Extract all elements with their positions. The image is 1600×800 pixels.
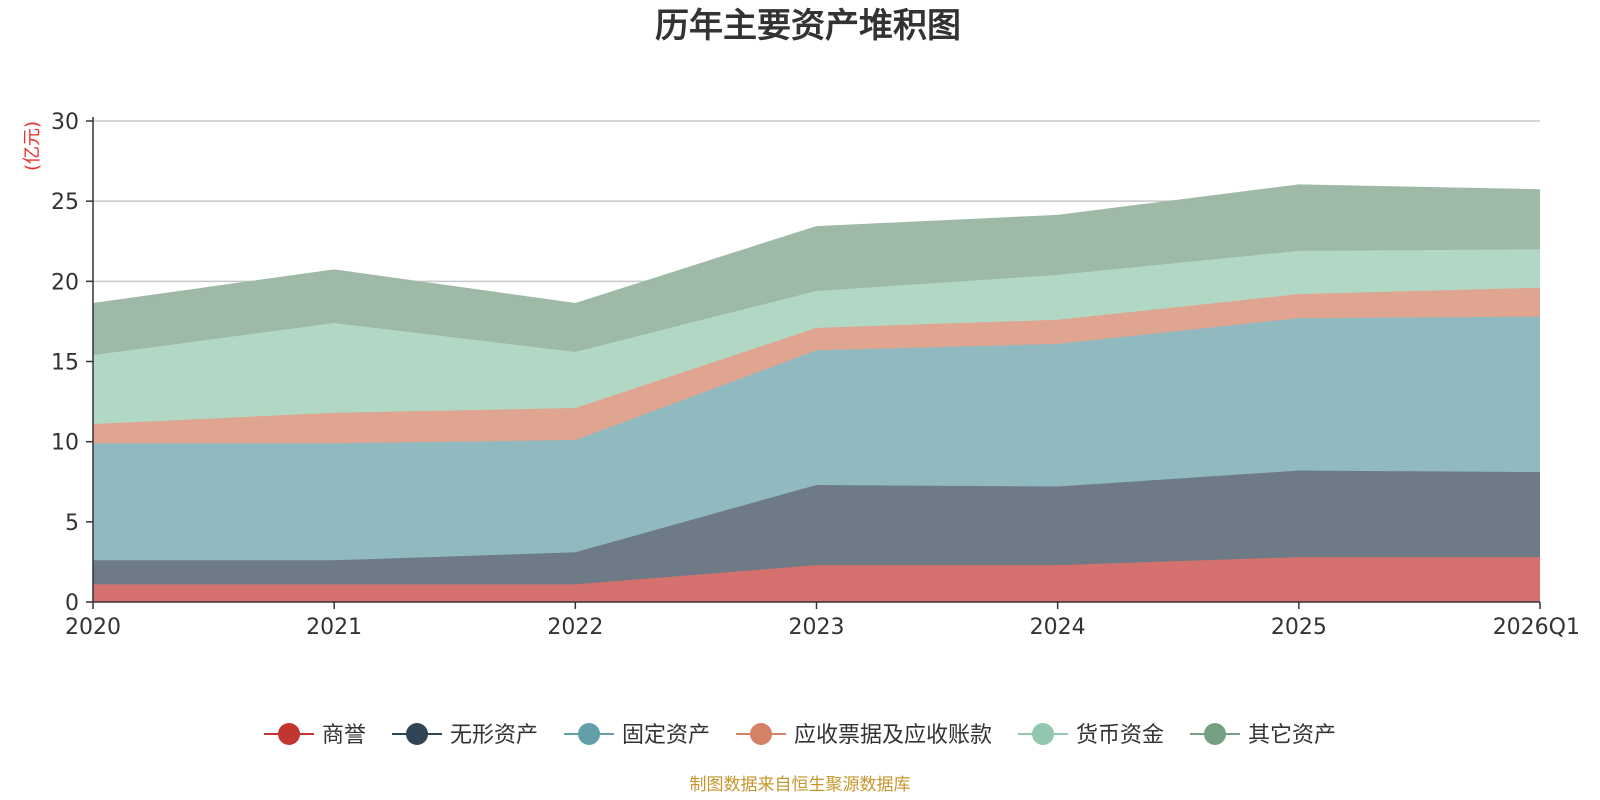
y-tick-label: 20 xyxy=(51,270,79,295)
source-note: 制图数据来自恒生聚源数据库 xyxy=(690,775,911,795)
area-series-group xyxy=(92,184,1541,602)
legend[interactable]: 商誉 无形资产 固定资产 应收票据及应收账款 货币资金 其它资产 xyxy=(264,723,1336,748)
x-tick-label: 2022 xyxy=(547,615,603,640)
legend-label: 固定资产 xyxy=(622,723,710,748)
x-tick-label: 2020 xyxy=(65,615,121,640)
y-tick-label: 15 xyxy=(51,351,79,376)
y-tick-label: 10 xyxy=(51,431,79,456)
legend-label: 无形资产 xyxy=(450,723,538,748)
area-series-4[interactable] xyxy=(93,287,1540,444)
x-tick-label: 2024 xyxy=(1030,615,1086,640)
legend-circle-icon xyxy=(406,723,428,745)
area-series-3[interactable] xyxy=(93,316,1540,561)
legend-item-5[interactable]: 货币资金 xyxy=(1018,723,1164,748)
legend-item-1[interactable]: 商誉 xyxy=(264,723,366,748)
legend-item-3[interactable]: 固定资产 xyxy=(564,723,710,748)
area-series-6-edge xyxy=(92,184,1541,305)
legend-label: 商誉 xyxy=(322,723,366,748)
legend-circle-icon xyxy=(578,723,600,745)
legend-item-2[interactable]: 无形资产 xyxy=(392,723,538,748)
x-tick-label: 2025 xyxy=(1271,615,1327,640)
x-tick-label: 2021 xyxy=(306,615,362,640)
legend-circle-icon xyxy=(1032,723,1054,745)
area-series-5[interactable] xyxy=(93,249,1540,425)
legend-label: 其它资产 xyxy=(1248,723,1336,748)
area-series-1[interactable] xyxy=(93,557,1540,602)
legend-label: 应收票据及应收账款 xyxy=(794,723,992,748)
legend-circle-icon xyxy=(278,723,300,745)
chart-title: 历年主要资产堆积图 xyxy=(655,6,961,46)
y-tick-label: 25 xyxy=(51,190,79,215)
legend-item-4[interactable]: 应收票据及应收账款 xyxy=(736,723,992,748)
legend-circle-icon xyxy=(1204,723,1226,745)
y-tick-label: 0 xyxy=(65,591,79,616)
y-tick-label: 30 xyxy=(51,110,79,135)
area-series-2[interactable] xyxy=(93,470,1540,585)
legend-label: 货币资金 xyxy=(1076,723,1164,748)
legend-circle-icon xyxy=(750,723,772,745)
legend-item-6[interactable]: 其它资产 xyxy=(1190,723,1336,748)
x-tick-label: 2023 xyxy=(789,615,845,640)
area-series-6[interactable] xyxy=(93,185,1540,356)
y-axis-unit-label: (亿元) xyxy=(22,121,43,171)
x-tick-label: 2026Q1 xyxy=(1493,615,1580,640)
y-tick-label: 5 xyxy=(65,511,79,536)
